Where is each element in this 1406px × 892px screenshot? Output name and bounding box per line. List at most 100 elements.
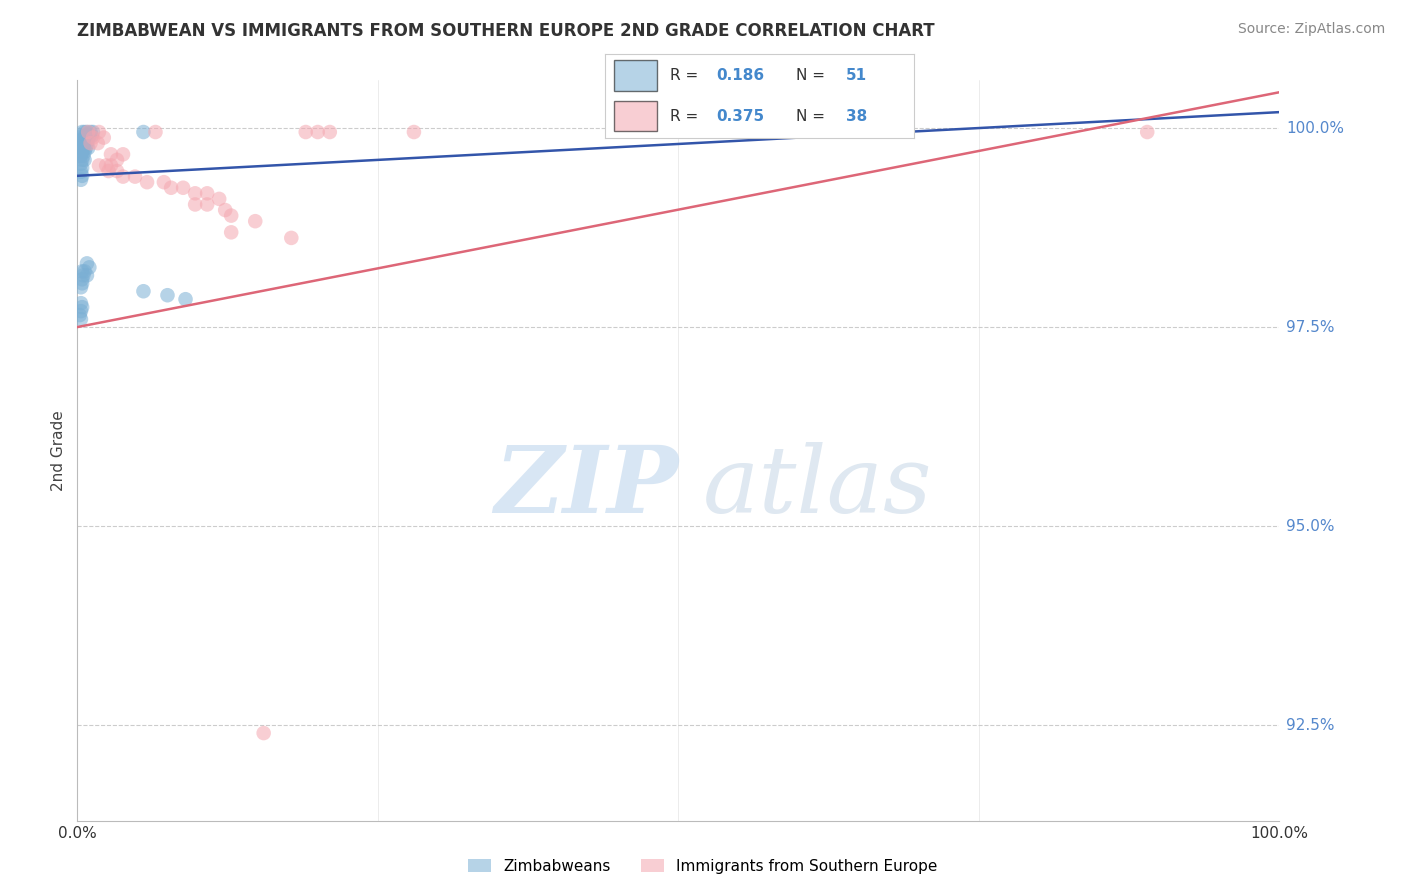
Point [75, 133, 97, 147]
Text: N =: N = [796, 68, 830, 83]
Point [156, 288, 179, 302]
Point [77, 141, 100, 155]
Point [145, 125, 167, 139]
Point [73, 153, 96, 167]
Text: 0.375: 0.375 [716, 109, 763, 124]
Point [72, 141, 94, 155]
Point [184, 197, 207, 211]
Point [77, 125, 100, 139]
Point [124, 169, 146, 184]
Point [73, 136, 96, 151]
FancyBboxPatch shape [614, 61, 657, 91]
Point [82, 130, 104, 145]
Text: 92.5%: 92.5% [1286, 717, 1334, 732]
Point [93, 130, 115, 145]
Point [70, 280, 93, 294]
Point [73, 128, 96, 143]
Point [1136, 125, 1159, 139]
Point [100, 147, 122, 161]
Point [214, 202, 236, 217]
Point [136, 175, 159, 189]
Text: N =: N = [796, 109, 830, 124]
Text: R =: R = [669, 109, 703, 124]
Text: Source: ZipAtlas.com: Source: ZipAtlas.com [1237, 22, 1385, 37]
Point [73, 125, 96, 139]
Point [79, 260, 101, 275]
Point [76, 125, 98, 139]
Point [70, 304, 93, 318]
Point [70, 277, 93, 291]
Point [172, 180, 194, 194]
Point [75, 141, 97, 155]
Point [70, 173, 93, 187]
Point [97, 164, 120, 178]
Point [87, 158, 110, 172]
Point [294, 125, 316, 139]
Point [72, 133, 94, 147]
Point [208, 192, 231, 206]
Point [402, 125, 425, 139]
Point [219, 225, 242, 239]
Y-axis label: 2nd Grade: 2nd Grade [51, 410, 66, 491]
Text: 0.186: 0.186 [716, 68, 763, 83]
Text: atlas: atlas [703, 442, 932, 533]
Point [70, 300, 93, 314]
Point [76, 128, 98, 143]
Point [105, 164, 128, 178]
Point [70, 272, 93, 286]
Point [153, 175, 176, 189]
Point [100, 158, 122, 172]
Point [70, 312, 93, 326]
Point [219, 209, 242, 223]
Point [70, 128, 93, 143]
Point [79, 125, 101, 139]
Text: 100.0%: 100.0% [1286, 120, 1344, 136]
Text: 95.0%: 95.0% [1286, 518, 1334, 533]
Point [174, 292, 197, 306]
Legend: Zimbabweans, Immigrants from Southern Europe: Zimbabweans, Immigrants from Southern Eu… [463, 853, 943, 880]
Point [72, 149, 94, 163]
Point [76, 268, 98, 283]
Point [70, 161, 93, 175]
Point [132, 125, 155, 139]
Point [70, 145, 93, 159]
Point [307, 125, 329, 139]
Point [319, 125, 342, 139]
Text: 97.5%: 97.5% [1286, 319, 1334, 334]
Point [73, 145, 96, 159]
Point [195, 197, 218, 211]
Point [87, 125, 110, 139]
Point [70, 149, 93, 163]
FancyBboxPatch shape [614, 101, 657, 131]
Point [70, 133, 93, 147]
Point [70, 153, 93, 167]
Point [73, 264, 96, 278]
Point [184, 186, 207, 201]
Point [70, 296, 93, 310]
Point [245, 214, 267, 228]
Point [70, 125, 93, 139]
Point [160, 180, 183, 194]
Point [70, 157, 93, 171]
Point [87, 136, 110, 151]
Point [111, 147, 134, 161]
Point [80, 128, 103, 143]
Point [105, 153, 128, 167]
Point [79, 136, 101, 151]
Point [82, 125, 104, 139]
Text: R =: R = [669, 68, 703, 83]
Point [70, 141, 93, 155]
Point [77, 133, 100, 147]
Point [70, 169, 93, 183]
Point [70, 136, 93, 151]
Point [79, 128, 101, 143]
Point [111, 169, 134, 184]
Point [72, 268, 94, 283]
Text: 38: 38 [846, 109, 868, 124]
Point [195, 186, 218, 201]
Point [70, 264, 93, 278]
Point [253, 726, 276, 740]
Point [96, 158, 118, 172]
Text: ZIP: ZIP [494, 442, 679, 533]
Text: 51: 51 [846, 68, 868, 83]
